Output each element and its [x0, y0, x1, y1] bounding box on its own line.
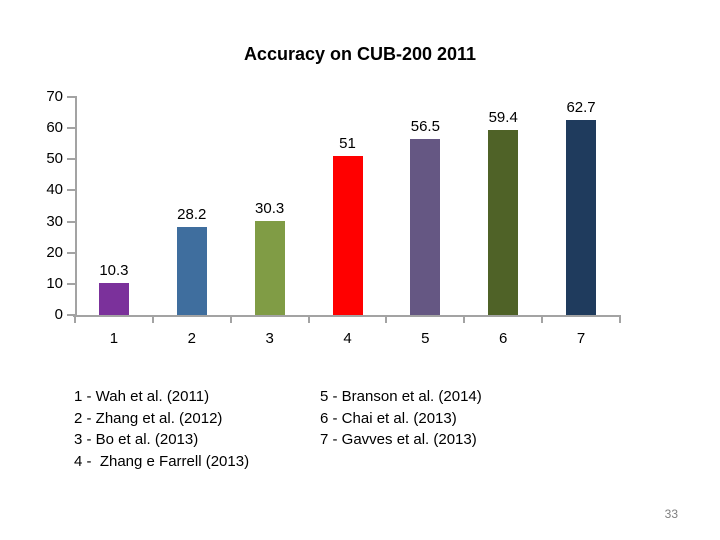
- x-tick-label: 7: [576, 330, 586, 347]
- legend-item: 5 - Branson et al. (2014): [320, 388, 482, 405]
- legend-column-left: 1 - Wah et al. (2011) 2 - Zhang et al. (2…: [74, 386, 249, 472]
- bar-value-label: 59.4: [488, 109, 518, 126]
- bar-value-label: 28.2: [177, 206, 207, 224]
- bar-category-7: [566, 119, 597, 315]
- y-tick-label: 50: [46, 150, 63, 168]
- bar-value-label: 51: [339, 135, 356, 153]
- y-tick-mark: [67, 96, 75, 98]
- y-tick-label: 70: [46, 88, 63, 105]
- legend-item: 4 - Zhang e Farrell (2013): [74, 452, 250, 470]
- x-tick-mark: [463, 317, 466, 323]
- y-tick-label: 0: [54, 306, 63, 323]
- legend-column-right: 5 - Branson et al. (2014) 6 - Chai et al.…: [320, 386, 482, 451]
- bar-category-3: [254, 220, 285, 315]
- y-tick-mark: [67, 282, 75, 285]
- bar-chart: 0 10 20 30 40 50 60 70 10.3 28.2 30.3 51 56.5 59.4 62…: [46, 88, 621, 347]
- bar-category-5: [410, 139, 441, 315]
- bar-value-label: 10.3: [99, 261, 129, 279]
- x-tick-mark: [385, 317, 388, 323]
- x-tick-label: 5: [421, 330, 430, 347]
- legend-item: 1 - Wah et al. (2011): [74, 388, 210, 405]
- x-tick-mark: [541, 317, 544, 323]
- x-tick-mark: [229, 317, 232, 323]
- y-tick-mark: [67, 158, 75, 161]
- y-axis-line: [75, 96, 77, 317]
- bar-category-4: [332, 156, 363, 315]
- y-tick-mark: [67, 189, 75, 192]
- legend-item: 3 - Bo et al. (2013): [74, 431, 199, 448]
- x-tick-label: 2: [187, 330, 196, 347]
- y-tick-mark: [67, 220, 75, 223]
- x-tick-label: 4: [343, 330, 352, 347]
- bar-value-label: 62.7: [566, 98, 596, 116]
- bar-value-label: 30.3: [255, 199, 285, 217]
- y-tick-label: 40: [46, 181, 63, 199]
- legend-item: 6 - Chai et al. (2013): [320, 409, 457, 427]
- bar-category-1: [98, 282, 129, 315]
- bar-category-2: [176, 227, 207, 315]
- y-tick-label: 10: [46, 274, 63, 292]
- x-tick-label: 3: [265, 330, 274, 347]
- chart-title: Accuracy on CUB-200 2011: [243, 44, 477, 64]
- y-tick-mark: [67, 127, 75, 130]
- y-tick-mark: [67, 314, 75, 316]
- x-tick-label: 1: [109, 330, 119, 347]
- x-tick-mark: [74, 317, 76, 323]
- legend-item: 7 - Gavves et al. (2013): [320, 431, 477, 448]
- legend-item: 2 - Zhang et al. (2012): [74, 409, 223, 427]
- x-tick-mark: [307, 317, 310, 323]
- y-tick-label: 30: [46, 212, 63, 230]
- bar-category-6: [488, 130, 519, 315]
- y-tick-label: 20: [46, 243, 63, 261]
- bar-value-label: 56.5: [410, 118, 440, 136]
- y-tick-label: 60: [46, 119, 63, 137]
- x-tick-label: 6: [499, 330, 508, 347]
- x-tick-mark: [619, 317, 621, 323]
- x-axis-line: [73, 315, 621, 317]
- page-number: 33: [664, 507, 678, 521]
- x-tick-mark: [151, 317, 154, 323]
- y-tick-mark: [67, 251, 75, 254]
